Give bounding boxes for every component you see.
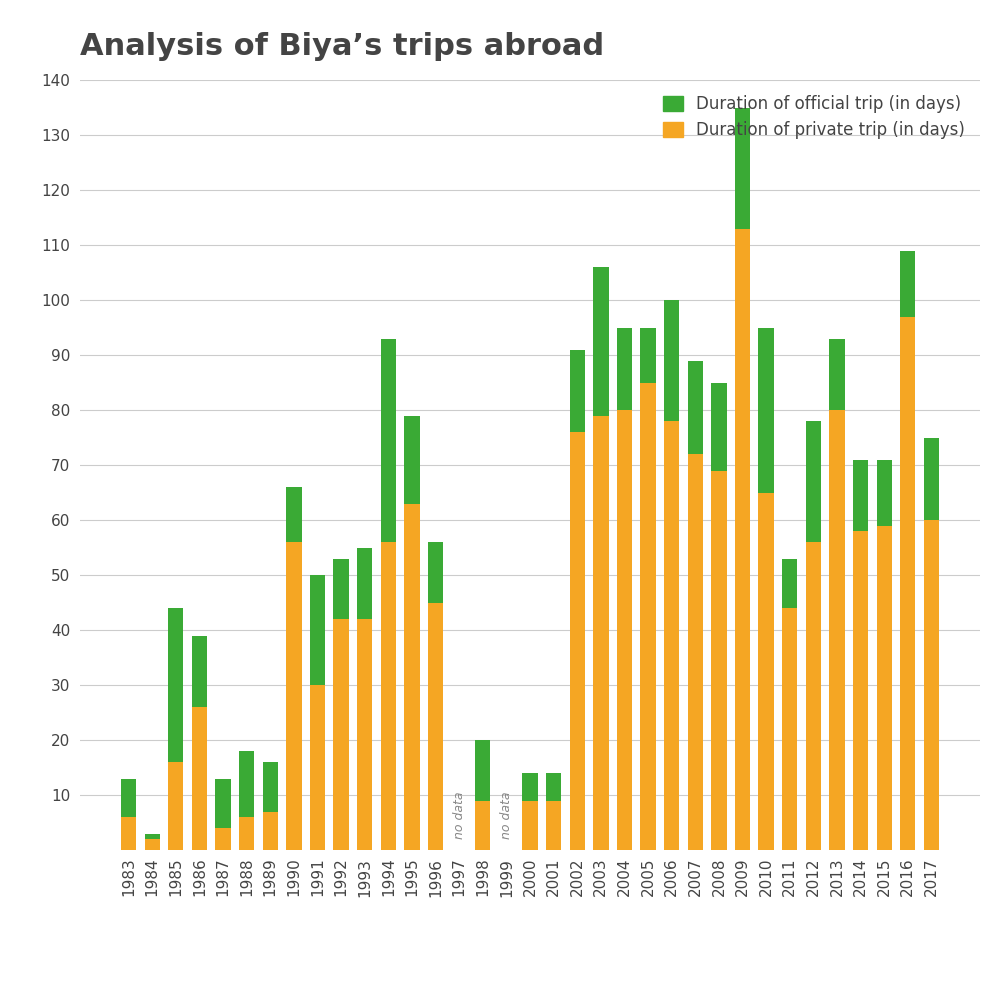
Bar bbox=[475, 740, 490, 800]
Bar bbox=[782, 608, 797, 850]
Bar bbox=[192, 636, 207, 707]
Bar bbox=[239, 751, 254, 817]
Text: Analysis of Biya’s trips abroad: Analysis of Biya’s trips abroad bbox=[80, 32, 604, 61]
Bar bbox=[593, 267, 609, 416]
Bar bbox=[381, 338, 396, 542]
Bar bbox=[168, 608, 183, 762]
Bar bbox=[145, 833, 160, 839]
Bar bbox=[570, 432, 585, 850]
Bar bbox=[333, 619, 349, 850]
Legend: Duration of official trip (in days), Duration of private trip (in days): Duration of official trip (in days), Dur… bbox=[656, 88, 972, 146]
Bar bbox=[877, 526, 892, 850]
Bar bbox=[475, 800, 490, 850]
Bar bbox=[900, 250, 915, 316]
Bar bbox=[640, 328, 656, 382]
Bar bbox=[853, 531, 868, 850]
Bar bbox=[924, 438, 939, 520]
Bar bbox=[428, 542, 443, 602]
Bar bbox=[286, 542, 302, 850]
Bar bbox=[735, 107, 750, 229]
Bar bbox=[617, 328, 632, 410]
Bar bbox=[381, 542, 396, 850]
Bar bbox=[758, 328, 774, 492]
Bar bbox=[711, 471, 727, 850]
Bar bbox=[286, 487, 302, 542]
Bar bbox=[758, 492, 774, 850]
Bar bbox=[829, 338, 845, 410]
Bar bbox=[428, 602, 443, 850]
Bar bbox=[192, 707, 207, 850]
Bar bbox=[357, 548, 372, 619]
Bar bbox=[782, 558, 797, 608]
Bar bbox=[711, 382, 727, 471]
Bar bbox=[806, 421, 821, 542]
Bar bbox=[664, 300, 679, 421]
Bar bbox=[593, 416, 609, 850]
Bar bbox=[570, 350, 585, 432]
Bar bbox=[900, 316, 915, 850]
Bar bbox=[310, 685, 325, 850]
Bar bbox=[404, 504, 420, 850]
Bar bbox=[546, 800, 561, 850]
Bar bbox=[877, 460, 892, 526]
Bar bbox=[145, 839, 160, 850]
Bar bbox=[688, 360, 703, 454]
Bar bbox=[522, 800, 538, 850]
Bar bbox=[404, 416, 420, 504]
Bar bbox=[664, 421, 679, 850]
Bar bbox=[357, 619, 372, 850]
Bar bbox=[546, 773, 561, 800]
Bar bbox=[806, 542, 821, 850]
Bar bbox=[688, 454, 703, 850]
Bar bbox=[522, 773, 538, 800]
Bar bbox=[924, 520, 939, 850]
Text: no data: no data bbox=[500, 792, 513, 839]
Bar bbox=[735, 229, 750, 850]
Bar bbox=[215, 778, 231, 828]
Bar bbox=[121, 817, 136, 850]
Bar bbox=[168, 762, 183, 850]
Text: no data: no data bbox=[453, 792, 466, 839]
Bar bbox=[640, 382, 656, 850]
Bar bbox=[333, 558, 349, 619]
Bar bbox=[829, 410, 845, 850]
Bar bbox=[263, 762, 278, 812]
Bar bbox=[239, 817, 254, 850]
Bar bbox=[263, 812, 278, 850]
Bar bbox=[853, 460, 868, 531]
Bar bbox=[617, 410, 632, 850]
Bar bbox=[121, 778, 136, 817]
Bar bbox=[310, 575, 325, 685]
Bar bbox=[215, 828, 231, 850]
